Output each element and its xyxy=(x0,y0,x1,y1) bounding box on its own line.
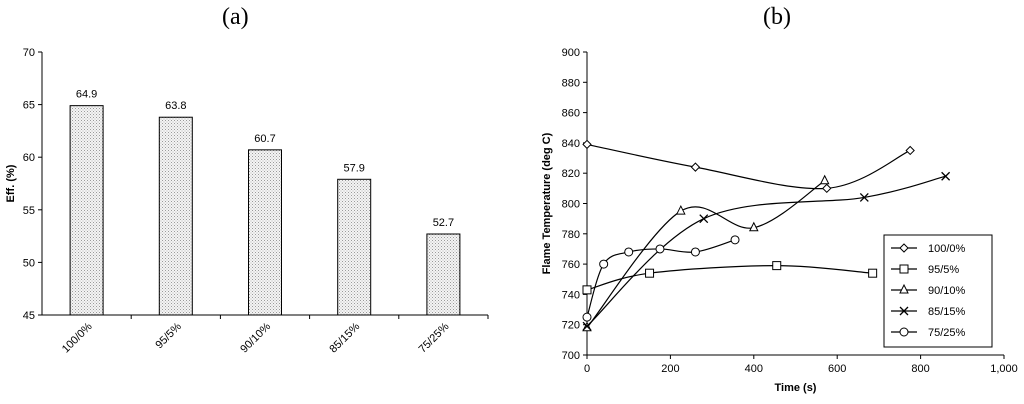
y-tick-label: 55 xyxy=(23,205,35,217)
x-tick-label: 600 xyxy=(828,363,846,375)
x-marker xyxy=(859,192,869,202)
diamond-marker xyxy=(899,243,909,253)
y-tick-label: 900 xyxy=(562,47,580,59)
triangle-marker xyxy=(748,221,759,232)
series-square xyxy=(582,261,878,295)
legend-label: 100/0% xyxy=(928,243,966,255)
x-tick-label: 800 xyxy=(911,363,929,375)
y-tick-label: 760 xyxy=(562,259,580,271)
panel-label-a: (a) xyxy=(222,4,249,30)
y-tick-label: 45 xyxy=(23,310,35,322)
legend-entry: 75/25% xyxy=(891,327,966,339)
legend-label: 95/5% xyxy=(928,264,959,276)
square-marker xyxy=(645,268,655,278)
circle-marker xyxy=(655,244,665,254)
legend-entry: 100/0% xyxy=(891,243,966,255)
y-axis-label: Flame Temperature (deg C) xyxy=(541,132,553,274)
y-tick-label: 820 xyxy=(562,168,580,180)
series-diamond xyxy=(582,139,915,194)
triangle-marker xyxy=(899,283,909,294)
y-tick-label: 880 xyxy=(562,77,580,89)
y-axis-label: Eff. (%) xyxy=(5,164,17,202)
y-tick-label: 65 xyxy=(23,100,35,112)
y-tick-label: 50 xyxy=(23,257,35,269)
legend-entry: 90/10% xyxy=(891,283,966,297)
diamond-marker xyxy=(822,183,832,194)
square-marker xyxy=(582,285,592,295)
bar xyxy=(426,233,461,316)
x-marker xyxy=(899,306,909,316)
circle-marker xyxy=(599,259,609,269)
square-marker xyxy=(868,268,878,278)
y-tick-label: 800 xyxy=(562,199,580,211)
y-tick-label: 780 xyxy=(562,229,580,241)
diamond-marker xyxy=(582,139,592,150)
series-circle xyxy=(582,235,740,322)
y-tick-label: 840 xyxy=(562,138,580,150)
data-label: 57.9 xyxy=(343,162,364,174)
square-marker xyxy=(772,261,782,271)
y-tick-label: 700 xyxy=(562,350,580,362)
y-tick-label: 70 xyxy=(23,47,35,59)
circle-marker xyxy=(690,247,700,257)
x-axis-label: Time (s) xyxy=(775,382,817,394)
diamond-marker xyxy=(690,162,701,172)
y-tick-label: 740 xyxy=(562,289,580,301)
y-tick-label: 60 xyxy=(23,152,35,164)
bar xyxy=(69,105,104,316)
series-line xyxy=(586,143,911,190)
y-tick-label: 720 xyxy=(562,320,580,332)
diamond-marker xyxy=(905,145,915,156)
x-marker xyxy=(699,214,709,224)
circle-marker xyxy=(730,235,740,245)
legend-entry: 95/5% xyxy=(891,264,959,276)
square-marker xyxy=(899,264,909,274)
x-marker xyxy=(941,171,951,181)
bar xyxy=(248,149,282,316)
legend-entry: 85/15% xyxy=(891,306,966,318)
x-tick-label: 200 xyxy=(661,363,679,375)
circle-marker xyxy=(624,247,634,257)
series-line xyxy=(586,180,826,329)
panel-label-b: (b) xyxy=(763,4,791,30)
x-tick-label: 400 xyxy=(745,363,763,375)
triangle-marker xyxy=(676,204,686,215)
bar xyxy=(337,178,372,316)
data-label: 52.7 xyxy=(433,217,454,229)
legend-label: 75/25% xyxy=(928,327,966,339)
series-line xyxy=(586,175,946,327)
data-label: 64.9 xyxy=(76,89,97,101)
triangle-marker xyxy=(819,174,830,185)
series-x xyxy=(582,171,951,331)
x-tick-label: 0 xyxy=(584,363,590,375)
series-line xyxy=(586,265,873,291)
x-marker xyxy=(582,321,592,331)
x-tick-label: 1,000 xyxy=(990,363,1018,375)
data-label: 60.7 xyxy=(254,133,275,145)
legend-label: 90/10% xyxy=(928,285,966,297)
bar xyxy=(158,116,193,316)
circle-marker xyxy=(582,312,592,322)
y-tick-label: 860 xyxy=(562,108,580,120)
data-label: 63.8 xyxy=(165,100,186,112)
legend-label: 85/15% xyxy=(928,306,966,318)
circle-marker xyxy=(899,327,909,337)
